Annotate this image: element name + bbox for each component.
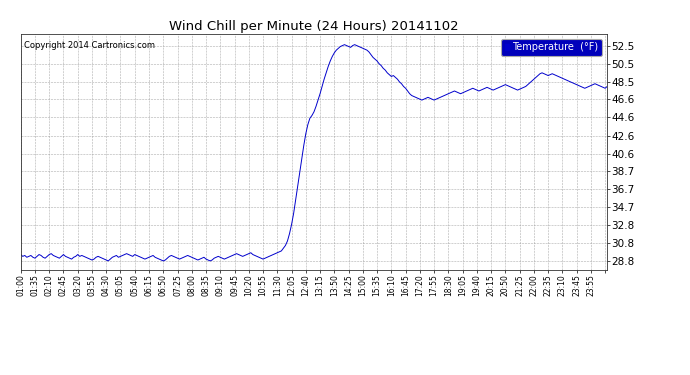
Text: Copyright 2014 Cartronics.com: Copyright 2014 Cartronics.com <box>23 41 155 50</box>
Legend: Temperature  (°F): Temperature (°F) <box>501 39 602 56</box>
Title: Wind Chill per Minute (24 Hours) 20141102: Wind Chill per Minute (24 Hours) 2014110… <box>169 20 459 33</box>
